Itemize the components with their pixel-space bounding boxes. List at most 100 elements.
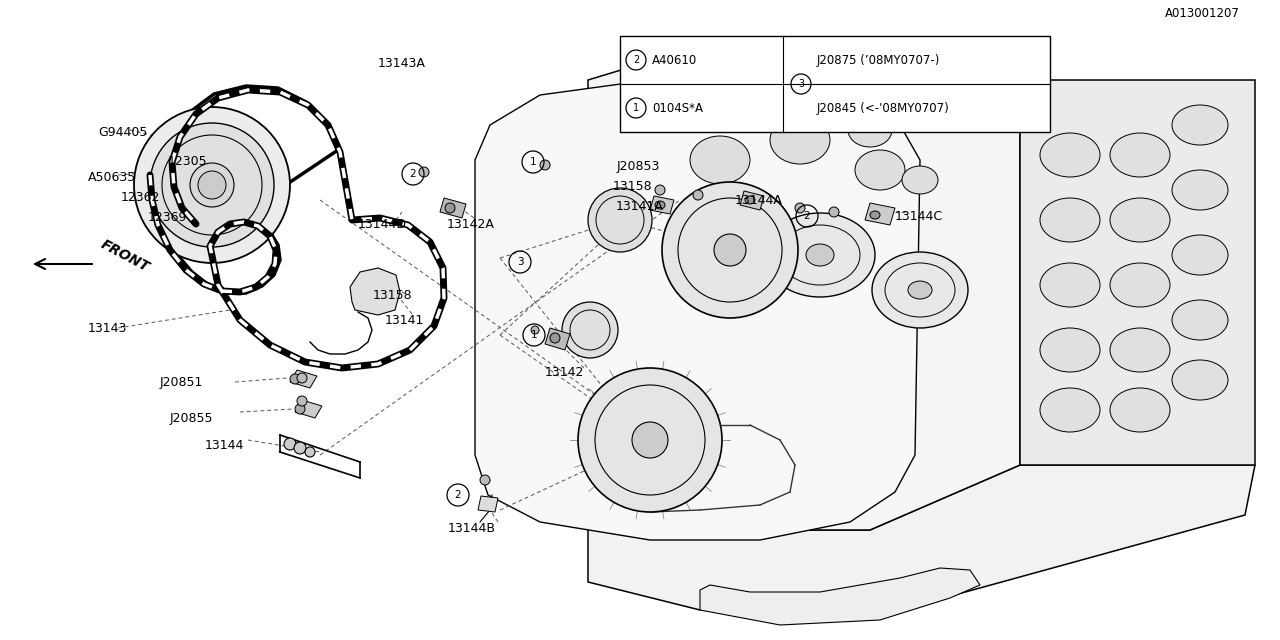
Ellipse shape bbox=[189, 163, 234, 207]
Ellipse shape bbox=[531, 326, 539, 334]
Polygon shape bbox=[440, 198, 466, 218]
Polygon shape bbox=[865, 203, 895, 225]
Text: 13141A: 13141A bbox=[616, 200, 664, 212]
Ellipse shape bbox=[284, 438, 296, 450]
Polygon shape bbox=[1020, 80, 1254, 465]
Ellipse shape bbox=[829, 207, 838, 217]
Polygon shape bbox=[588, 40, 1020, 530]
Ellipse shape bbox=[1172, 235, 1228, 275]
Ellipse shape bbox=[1172, 105, 1228, 145]
Ellipse shape bbox=[550, 333, 561, 343]
Text: 13143: 13143 bbox=[88, 321, 128, 335]
Polygon shape bbox=[291, 370, 317, 388]
Text: J20851: J20851 bbox=[160, 376, 204, 388]
Ellipse shape bbox=[480, 475, 490, 485]
Text: 13141: 13141 bbox=[385, 314, 425, 326]
Ellipse shape bbox=[1110, 198, 1170, 242]
Text: J20845 (<-'08MY0707): J20845 (<-'08MY0707) bbox=[817, 102, 950, 115]
Polygon shape bbox=[545, 328, 570, 350]
Text: 13144B: 13144B bbox=[448, 522, 497, 534]
Polygon shape bbox=[650, 196, 675, 214]
Text: 13144: 13144 bbox=[205, 438, 244, 451]
Text: A013001207: A013001207 bbox=[1165, 7, 1240, 20]
Text: 12362: 12362 bbox=[122, 191, 160, 204]
Text: 0104S*A: 0104S*A bbox=[652, 102, 703, 115]
Ellipse shape bbox=[588, 188, 652, 252]
Ellipse shape bbox=[870, 211, 881, 219]
Ellipse shape bbox=[1039, 328, 1100, 372]
Ellipse shape bbox=[855, 150, 905, 190]
Ellipse shape bbox=[771, 116, 829, 164]
Text: J20855: J20855 bbox=[170, 412, 214, 424]
Text: 3: 3 bbox=[517, 257, 524, 267]
Ellipse shape bbox=[908, 281, 932, 299]
Text: G94405: G94405 bbox=[99, 125, 147, 138]
Polygon shape bbox=[349, 268, 401, 315]
Text: 13144D: 13144D bbox=[358, 218, 407, 230]
Ellipse shape bbox=[419, 167, 429, 177]
Polygon shape bbox=[477, 496, 498, 512]
Ellipse shape bbox=[849, 113, 892, 147]
Ellipse shape bbox=[806, 244, 835, 266]
Text: 2: 2 bbox=[632, 55, 639, 65]
Text: 2: 2 bbox=[804, 211, 810, 221]
Ellipse shape bbox=[198, 171, 227, 199]
Ellipse shape bbox=[294, 404, 305, 414]
Ellipse shape bbox=[902, 166, 938, 194]
Text: 1: 1 bbox=[531, 330, 538, 340]
Ellipse shape bbox=[540, 160, 550, 170]
Text: 2: 2 bbox=[410, 169, 416, 179]
Ellipse shape bbox=[1110, 388, 1170, 432]
Text: 13143A: 13143A bbox=[378, 56, 426, 70]
Ellipse shape bbox=[1110, 328, 1170, 372]
Ellipse shape bbox=[1039, 263, 1100, 307]
Ellipse shape bbox=[297, 373, 307, 383]
Ellipse shape bbox=[150, 123, 274, 247]
Polygon shape bbox=[740, 191, 764, 210]
Ellipse shape bbox=[620, 160, 820, 420]
Ellipse shape bbox=[1039, 388, 1100, 432]
Ellipse shape bbox=[294, 442, 306, 454]
Text: 1: 1 bbox=[632, 103, 639, 113]
Text: 13144A: 13144A bbox=[735, 193, 783, 207]
Text: 3: 3 bbox=[797, 79, 804, 89]
Ellipse shape bbox=[1172, 300, 1228, 340]
Ellipse shape bbox=[765, 213, 876, 297]
Ellipse shape bbox=[1039, 198, 1100, 242]
Ellipse shape bbox=[632, 422, 668, 458]
Text: 12305: 12305 bbox=[168, 154, 207, 168]
Ellipse shape bbox=[297, 396, 307, 406]
Ellipse shape bbox=[662, 182, 797, 318]
Text: 13158: 13158 bbox=[613, 179, 653, 193]
Text: 13142: 13142 bbox=[545, 365, 585, 378]
Ellipse shape bbox=[872, 252, 968, 328]
Polygon shape bbox=[475, 80, 920, 540]
Ellipse shape bbox=[795, 203, 805, 213]
Ellipse shape bbox=[690, 136, 750, 184]
Ellipse shape bbox=[1110, 263, 1170, 307]
Text: 1: 1 bbox=[530, 157, 536, 167]
Ellipse shape bbox=[305, 447, 315, 457]
Text: J20875 (’08MY0707-): J20875 (’08MY0707-) bbox=[817, 54, 941, 67]
Polygon shape bbox=[700, 568, 980, 625]
Ellipse shape bbox=[1110, 133, 1170, 177]
Text: FRONT: FRONT bbox=[99, 237, 151, 275]
Ellipse shape bbox=[445, 203, 454, 213]
Text: A40610: A40610 bbox=[652, 54, 698, 67]
Text: 13142A: 13142A bbox=[447, 218, 495, 230]
Ellipse shape bbox=[692, 190, 703, 200]
Ellipse shape bbox=[562, 302, 618, 358]
Text: 13158: 13158 bbox=[372, 289, 412, 301]
Ellipse shape bbox=[655, 185, 666, 195]
Ellipse shape bbox=[1172, 170, 1228, 210]
Ellipse shape bbox=[134, 107, 291, 263]
Text: 12369: 12369 bbox=[148, 211, 187, 223]
Polygon shape bbox=[588, 465, 1254, 610]
Ellipse shape bbox=[1172, 360, 1228, 400]
Ellipse shape bbox=[714, 234, 746, 266]
Text: J20853: J20853 bbox=[617, 159, 660, 173]
Text: A50635: A50635 bbox=[88, 170, 136, 184]
Ellipse shape bbox=[1039, 133, 1100, 177]
Ellipse shape bbox=[745, 196, 755, 204]
Ellipse shape bbox=[291, 374, 300, 384]
